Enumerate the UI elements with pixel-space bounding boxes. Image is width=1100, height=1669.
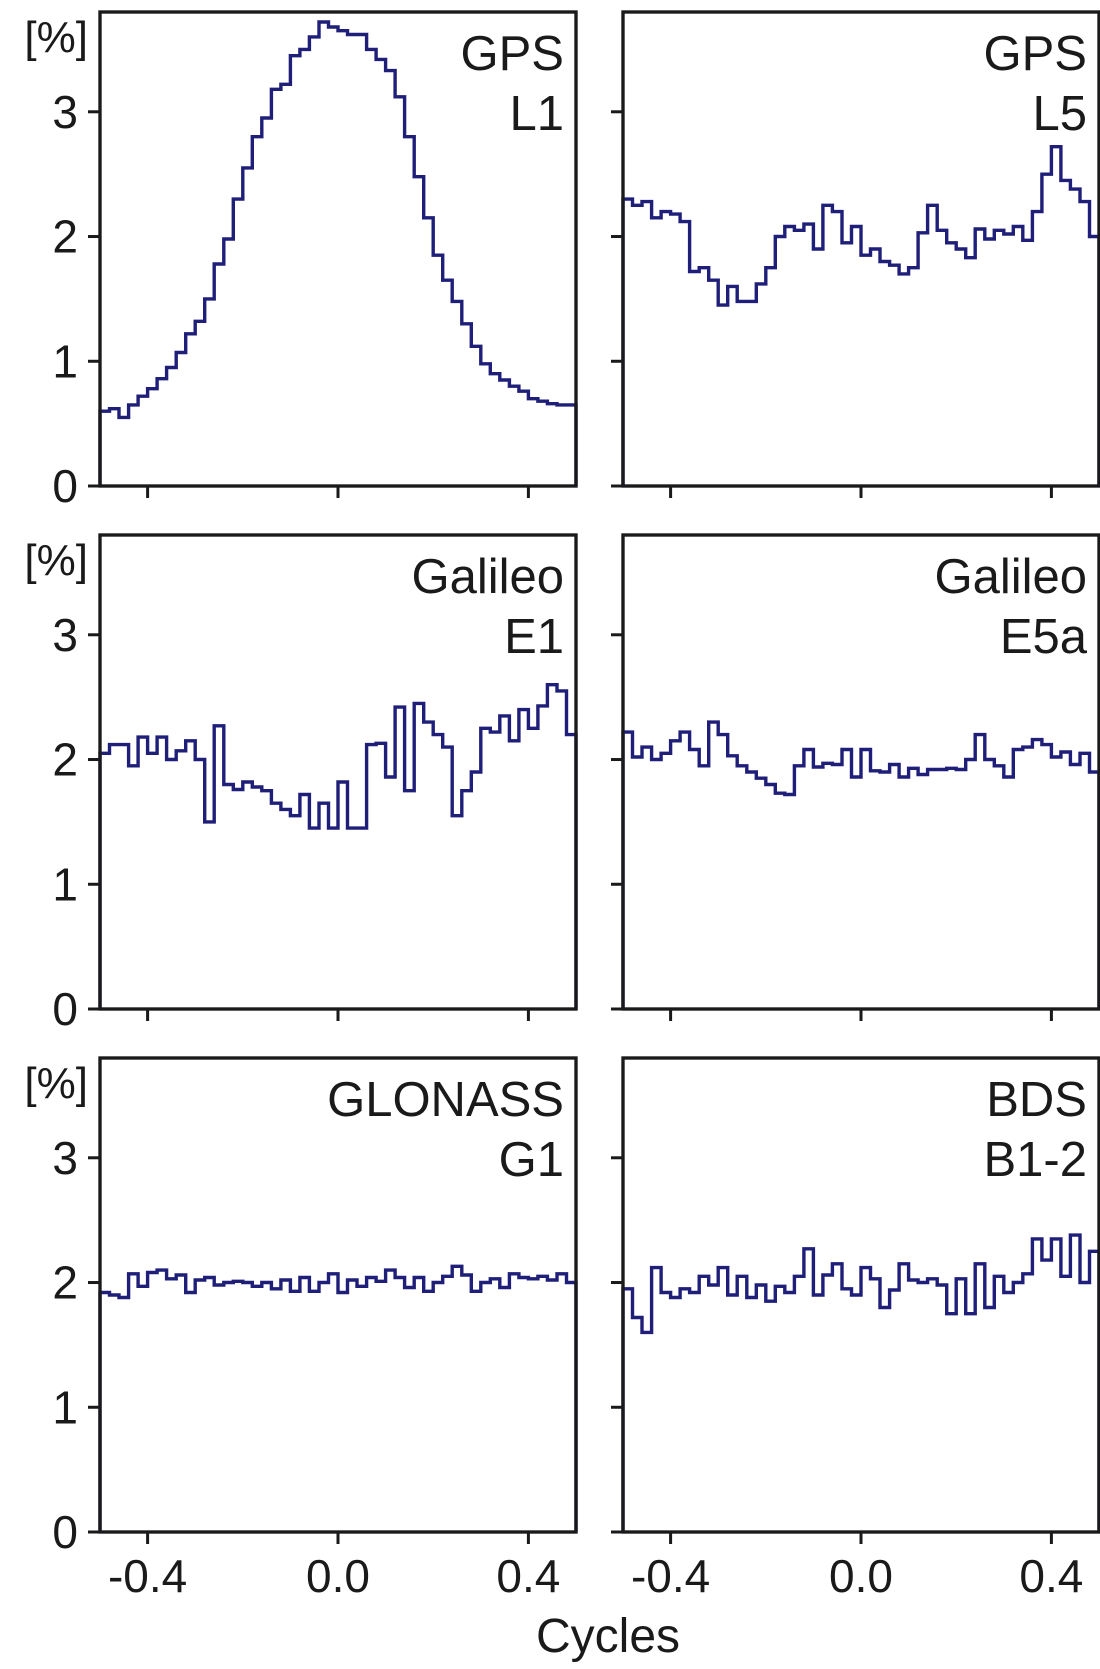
panel-1-frame-overlay (621, 10, 1100, 488)
panel-4-label-line2: G1 (499, 1133, 564, 1187)
panel-2-ytick-label-2: 2 (52, 734, 78, 786)
panel-2-histogram (98, 683, 578, 1009)
panel-1-label-line2: L5 (1032, 87, 1087, 141)
panel-2-label-line1: Galileo (411, 550, 564, 604)
panel-4-frame-overlay (98, 1056, 578, 1534)
panel-1-label-line1: GPS (984, 27, 1087, 81)
panel-0-ytick-label-3: 3 (52, 86, 78, 138)
panel-4-histogram (98, 1264, 578, 1532)
panel-4-label-line1: GLONASS (327, 1073, 564, 1127)
panel-0-ytick-label-2: 2 (52, 211, 78, 263)
panel-2-ytick-label-0: 0 (52, 983, 78, 1035)
panel-2-frame (98, 533, 578, 1011)
panel-2-ytick-label-3: 3 (52, 609, 78, 661)
panel-0-unit-label: [%] (24, 13, 88, 62)
panel-5-label-line1: BDS (986, 1073, 1087, 1127)
panel-3-label-line2: E5a (1000, 610, 1088, 664)
panel-5-xtick-label-2: 0.4 (1019, 1550, 1083, 1602)
panel-2-frame-overlay (98, 533, 578, 1011)
panel-0-frame (98, 10, 578, 488)
panel-0-label-line1: GPS (461, 27, 564, 81)
panel-4-xtick-label-1: 0.0 (306, 1550, 370, 1602)
panel-4-ytick-label-1: 1 (52, 1381, 78, 1433)
panel-5-xtick-label-1: 0.0 (829, 1550, 893, 1602)
panel-0-frame-overlay (98, 10, 578, 488)
panel-2-unit-label: [%] (24, 536, 88, 585)
panel-3-label-line1: Galileo (934, 550, 1087, 604)
panel-4-ytick-label-3: 3 (52, 1132, 78, 1184)
panel-5-histogram (621, 1233, 1100, 1532)
panel-4-ytick-label-2: 2 (52, 1257, 78, 1309)
panel-0-histogram (98, 20, 578, 486)
panel-4-xtick-label-0: -0.4 (108, 1550, 187, 1602)
panel-3-frame-overlay (621, 533, 1100, 1011)
panel-0-ytick-label-0: 0 (52, 460, 78, 512)
panel-1-histogram (621, 145, 1100, 486)
panel-4-xtick-label-2: 0.4 (496, 1550, 560, 1602)
panel-0-ytick-label-1: 1 (52, 335, 78, 387)
panel-4-ytick-label-0: 0 (52, 1506, 78, 1558)
panel-0-label-line2: L1 (509, 87, 564, 141)
panel-2-ytick-label-1: 1 (52, 858, 78, 910)
panel-2-label-line2: E1 (504, 610, 564, 664)
panel-5-frame-overlay (621, 1056, 1100, 1534)
panel-3-histogram (621, 720, 1100, 1009)
x-axis-label: Cycles (536, 1610, 680, 1663)
panel-5-label-line2: B1-2 (983, 1133, 1087, 1187)
panel-5-xtick-label-0: -0.4 (631, 1550, 710, 1602)
panel-4-unit-label: [%] (24, 1059, 88, 1108)
panel-4-frame (98, 1056, 578, 1534)
